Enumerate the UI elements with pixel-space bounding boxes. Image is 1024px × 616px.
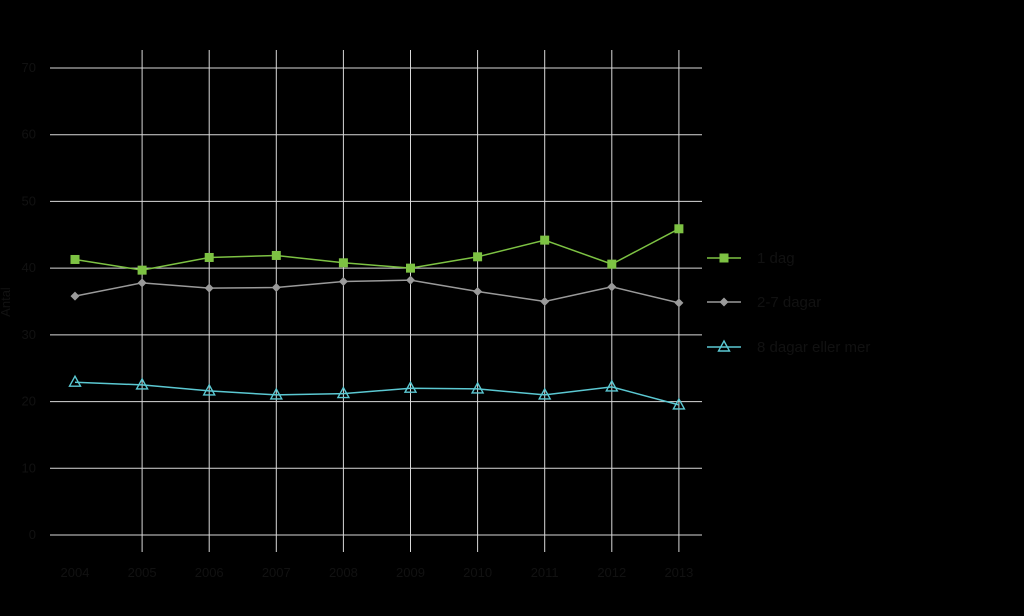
series-line	[74, 381, 680, 406]
data-point	[605, 379, 619, 392]
legend-item: 2-7 dagar	[707, 294, 821, 311]
series-line	[74, 228, 680, 271]
legend: 1 dag 2-7 dagar 8 dagar eller mer	[707, 250, 870, 356]
x-tick-label: 2008	[329, 565, 358, 580]
x-tick-label: 2011	[531, 565, 559, 580]
legend-label: 2-7 dagar	[757, 294, 821, 311]
x-tick-label: 2006	[195, 565, 224, 580]
data-point	[406, 263, 415, 273]
x-tick-label: 2005	[128, 565, 157, 580]
data-point	[473, 252, 483, 262]
data-point	[674, 298, 684, 308]
x-tick-label: 2010	[463, 565, 492, 580]
data-point	[204, 283, 214, 293]
data-point	[137, 265, 147, 275]
data-point	[473, 286, 483, 296]
y-axis-title: Antal	[0, 287, 13, 317]
data-point	[135, 377, 149, 390]
y-tick-label: 60	[22, 127, 36, 142]
series-2-7-dagar	[70, 275, 684, 308]
series-line	[74, 279, 680, 304]
x-tick-label: 2007	[262, 565, 291, 580]
y-tick-label: 50	[22, 193, 36, 208]
y-tick-label: 0	[29, 527, 36, 542]
data-point	[607, 259, 617, 269]
legend-item: 1 dag	[707, 250, 795, 267]
data-point	[540, 297, 550, 306]
data-point	[538, 387, 552, 400]
series-8-dagar-eller-mer	[68, 374, 686, 410]
data-point	[403, 380, 418, 393]
data-point	[271, 282, 281, 292]
x-gridlines	[141, 50, 680, 552]
data-point	[336, 386, 351, 399]
legend-label: 1 dag	[757, 250, 795, 267]
y-tick-label: 70	[22, 60, 36, 75]
data-point	[70, 254, 80, 264]
data-point	[338, 276, 348, 286]
data-point	[269, 387, 283, 400]
data-point	[470, 381, 485, 394]
legend-marker	[719, 253, 729, 263]
legend-marker	[717, 339, 731, 352]
data-point	[137, 278, 147, 288]
data-point	[672, 397, 686, 410]
x-tick-label: 2009	[396, 565, 425, 580]
series-1-dag	[70, 224, 684, 275]
y-gridlines	[50, 67, 702, 536]
series-layer	[68, 224, 686, 410]
data-point	[271, 250, 281, 260]
data-point	[674, 224, 684, 234]
x-tick-label: 2004	[61, 565, 90, 580]
x-tick-labels: 2004 2005 2006 2007 2008 2009 2010 2011 2012 2013	[61, 565, 694, 580]
x-tick-label: 2012	[597, 565, 626, 580]
y-tick-label: 30	[22, 327, 36, 342]
data-point	[204, 252, 214, 262]
data-point	[202, 383, 216, 396]
y-tick-label: 10	[22, 460, 36, 475]
data-point	[338, 258, 348, 268]
legend-marker	[719, 297, 729, 307]
y-tick-label: 20	[22, 394, 36, 409]
data-point	[406, 275, 415, 285]
y-tick-label: 40	[22, 260, 36, 275]
data-point	[540, 235, 550, 245]
data-point	[70, 291, 80, 301]
legend-label: 8 dagar eller mer	[757, 339, 870, 356]
data-point	[68, 374, 82, 387]
legend-item: 8 dagar eller mer	[707, 339, 870, 356]
y-tick-labels: 0 10 20 30 40 50 60 70	[22, 60, 36, 542]
data-point	[607, 282, 617, 292]
x-tick-label: 2013	[664, 565, 693, 580]
